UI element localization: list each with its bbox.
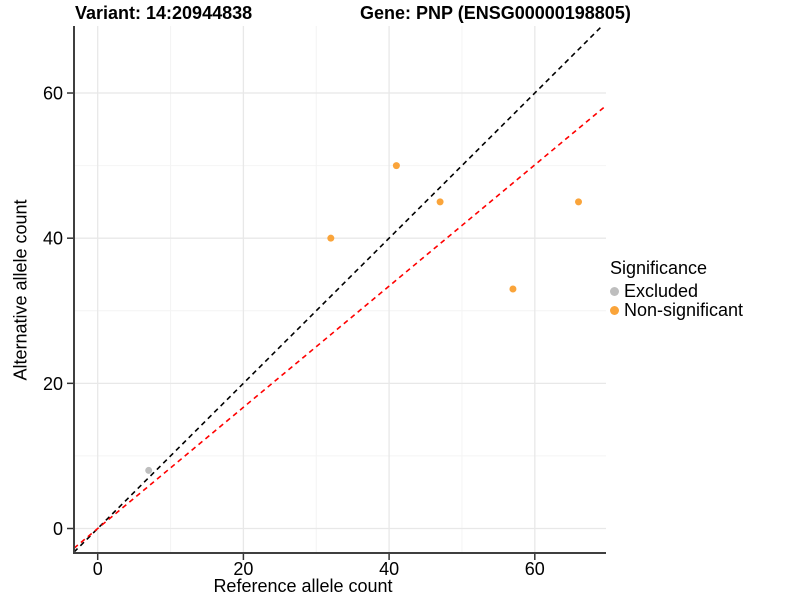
y-tick-label: 40 — [43, 229, 63, 249]
legend-item-label: Non-significant — [624, 300, 744, 320]
legend-item-excluded: Excluded — [610, 282, 743, 301]
data-point-non-significant — [436, 198, 444, 206]
legend-title: Significance — [610, 258, 708, 278]
non-significant-dot-icon — [610, 306, 619, 315]
x-tick-label: 40 — [379, 559, 399, 579]
legend: Significance Excluded Non-significant — [610, 259, 743, 320]
gene-title: Gene: PNP (ENSG00000198805) — [360, 3, 631, 23]
x-axis-title: Reference allele count — [213, 576, 393, 596]
legend-item-non-significant: Non-significant — [610, 301, 743, 320]
data-point-non-significant — [509, 285, 517, 293]
data-point-non-significant — [327, 234, 335, 242]
identity-line — [73, 25, 603, 553]
y-tick-label: 0 — [53, 519, 63, 539]
x-tick-label: 0 — [93, 559, 103, 579]
excluded-dot-icon — [610, 287, 619, 296]
y-axis-title: Alternative allele count — [10, 199, 31, 381]
data-point-non-significant — [575, 198, 583, 206]
y-tick-label: 60 — [43, 84, 63, 104]
data-point-non-significant — [392, 162, 400, 170]
x-tick-label: 60 — [525, 559, 545, 579]
variant-title: Variant: 14:20944838 — [75, 3, 253, 23]
data-point-excluded — [145, 466, 153, 474]
fitted-line — [73, 105, 607, 549]
x-tick-label: 20 — [233, 559, 253, 579]
y-tick-label: 20 — [43, 374, 63, 394]
legend-item-label: Excluded — [624, 281, 699, 301]
